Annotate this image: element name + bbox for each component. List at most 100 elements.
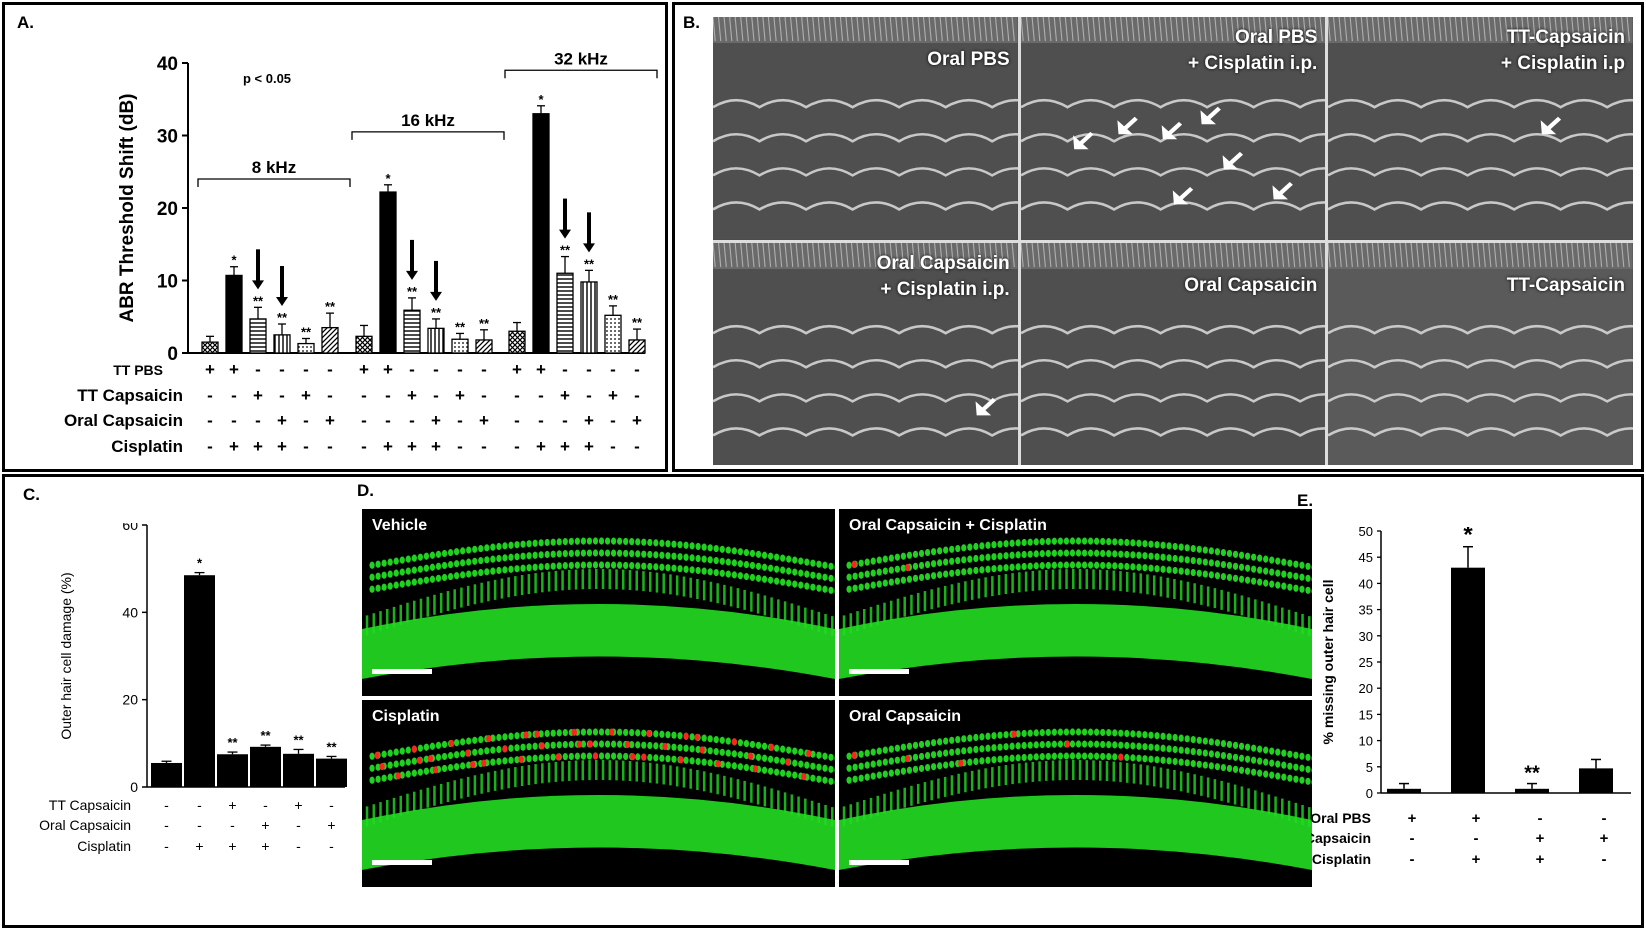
condition-sign: - bbox=[562, 360, 568, 379]
condition-sign: - bbox=[610, 411, 616, 430]
condition-sign: - bbox=[164, 797, 169, 813]
condition-sign: - bbox=[538, 411, 544, 430]
condition-sign: + bbox=[560, 386, 570, 405]
y-tick-label: 35 bbox=[1359, 603, 1373, 618]
condition-sign: + bbox=[1600, 830, 1609, 847]
bar bbox=[604, 314, 622, 354]
condition-sign: - bbox=[361, 386, 367, 405]
significance-mark: ** bbox=[301, 325, 312, 340]
condition-sign: + bbox=[205, 360, 215, 379]
arrow-icon bbox=[1117, 116, 1138, 135]
y-tick-label: 40 bbox=[1359, 576, 1373, 591]
condition-sign: + bbox=[359, 360, 369, 379]
condition-sign: + bbox=[325, 411, 335, 430]
confocal-image: Oral Capsaicin bbox=[839, 700, 1312, 887]
condition-sign: + bbox=[229, 437, 239, 456]
condition-sign: + bbox=[560, 437, 570, 456]
group-bracket bbox=[197, 178, 351, 187]
panel-d-label: D. bbox=[357, 481, 374, 500]
bar bbox=[580, 281, 598, 354]
condition-sign: + bbox=[479, 411, 489, 430]
condition-sign: + bbox=[327, 817, 335, 833]
significance-mark: ** bbox=[632, 315, 643, 330]
condition-sign: + bbox=[407, 386, 417, 405]
significance-mark: ** bbox=[293, 732, 304, 747]
condition-sign: - bbox=[303, 437, 309, 456]
condition-sign: - bbox=[231, 411, 237, 430]
y-tick-label: 0 bbox=[130, 779, 138, 795]
bar bbox=[379, 191, 397, 354]
bar bbox=[283, 753, 314, 787]
bar bbox=[628, 339, 646, 354]
condition-sign: - bbox=[1538, 810, 1543, 827]
arrow-icon bbox=[975, 397, 996, 415]
panel-a: A. 0 10 20 30 40 ABR Threshold Shift (dB) p < … bbox=[2, 2, 668, 472]
bar bbox=[217, 754, 248, 787]
condition-sign: - bbox=[1602, 810, 1607, 827]
condition-label: TT Capsaicin bbox=[49, 797, 131, 813]
condition-sign: + bbox=[455, 386, 465, 405]
condition-sign: - bbox=[255, 411, 261, 430]
condition-label: Oral Capsaicin bbox=[39, 817, 131, 833]
significance-mark: ** bbox=[277, 310, 288, 325]
condition-sign: - bbox=[514, 437, 520, 456]
condition-sign: + bbox=[431, 437, 441, 456]
y-tick-label: 40 bbox=[122, 604, 138, 620]
y-tick-label: 45 bbox=[1359, 550, 1373, 565]
group-label: 16 kHz bbox=[401, 111, 455, 130]
bar bbox=[427, 327, 445, 354]
condition-sign: + bbox=[407, 437, 417, 456]
group-label: 32 kHz bbox=[554, 49, 608, 68]
condition-sign: - bbox=[303, 411, 309, 430]
bar bbox=[321, 326, 339, 354]
bar bbox=[225, 274, 243, 354]
condition-sign: - bbox=[634, 386, 640, 405]
sem-image: Oral PBS bbox=[713, 17, 1018, 240]
scale-bar bbox=[849, 669, 909, 674]
condition-label: Oral Capsaicin bbox=[1311, 830, 1371, 846]
group-label: 8 kHz bbox=[252, 158, 296, 177]
condition-label: Cisplatin bbox=[77, 838, 131, 854]
y-tick-label: 25 bbox=[1359, 655, 1373, 670]
arrow-icon bbox=[1072, 131, 1094, 150]
condition-sign: - bbox=[231, 386, 237, 405]
condition-sign: - bbox=[263, 797, 268, 813]
significance-mark: ** bbox=[455, 319, 466, 334]
group-bracket bbox=[351, 131, 505, 140]
group-bracket bbox=[504, 69, 658, 79]
sem-image-label: Oral PBS + Cisplatin i.p. bbox=[1188, 27, 1318, 74]
condition-sign: - bbox=[610, 437, 616, 456]
condition-sign: - bbox=[207, 411, 213, 430]
arrow-icon bbox=[1541, 116, 1562, 135]
condition-sign: - bbox=[197, 797, 202, 813]
condition-sign: - bbox=[409, 411, 415, 430]
confocal-image: Vehicle bbox=[362, 509, 835, 696]
condition-sign: - bbox=[207, 437, 213, 456]
condition-sign: - bbox=[481, 437, 487, 456]
y-tick-label: 10 bbox=[157, 272, 178, 293]
bar bbox=[451, 338, 469, 354]
bar bbox=[1579, 768, 1613, 793]
p-value-annotation: p < 0.05 bbox=[243, 71, 291, 86]
condition-label: TT PBS bbox=[113, 362, 163, 378]
down-arrow-head bbox=[583, 243, 595, 253]
condition-sign: - bbox=[514, 386, 520, 405]
bar bbox=[355, 335, 373, 354]
significance-mark: ** bbox=[227, 735, 238, 750]
bar bbox=[475, 339, 493, 354]
condition-sign: + bbox=[584, 437, 594, 456]
bar bbox=[250, 746, 281, 787]
bar bbox=[532, 113, 550, 354]
bar bbox=[508, 330, 526, 354]
down-arrow-head bbox=[406, 270, 418, 280]
condition-sign: - bbox=[385, 386, 391, 405]
condition-sign: + bbox=[228, 797, 236, 813]
condition-sign: + bbox=[383, 437, 393, 456]
bar bbox=[403, 309, 421, 354]
bar bbox=[1387, 788, 1421, 793]
significance-mark: ** bbox=[1524, 763, 1540, 785]
condition-sign: - bbox=[457, 437, 463, 456]
condition-sign: - bbox=[1474, 830, 1479, 847]
significance-mark: * bbox=[197, 556, 203, 571]
down-arrow-head bbox=[430, 291, 442, 301]
